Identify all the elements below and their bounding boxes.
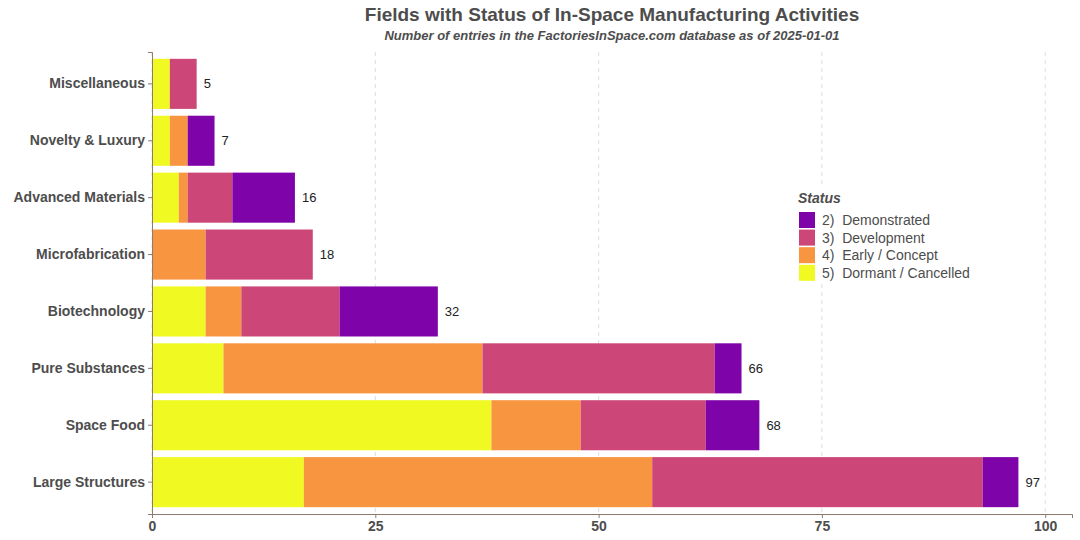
y-axis-line xyxy=(148,53,153,515)
y-tick-mark xyxy=(148,83,152,84)
bar-segment xyxy=(983,457,1019,507)
bar-segment xyxy=(491,400,580,450)
legend-label: 3) Development xyxy=(822,230,925,246)
bar-segment xyxy=(152,343,223,393)
title: Fields with Status of In-Space Manufactu… xyxy=(365,4,859,25)
x-tick: 75 xyxy=(815,514,831,534)
total-label: 66 xyxy=(749,361,763,376)
bar-segment xyxy=(188,173,233,223)
legend-label: 4) Early / Concept xyxy=(822,247,938,263)
y-tick-label: Advanced Materials xyxy=(14,189,146,205)
bar-segment xyxy=(206,230,313,280)
y-axis: Miscellaneous Novelty & Luxury Advanced Ma… xyxy=(14,53,153,515)
y-tick: Miscellaneous xyxy=(49,75,152,91)
bar-segment xyxy=(715,343,742,393)
x-tick-label: 0 xyxy=(149,518,157,534)
total-label: 97 xyxy=(1025,475,1039,490)
bar-segment xyxy=(152,286,206,336)
legend-label: 2) Demonstrated xyxy=(822,212,930,228)
legend-swatch xyxy=(799,230,815,246)
x-tick-label: 75 xyxy=(815,518,831,534)
x-tick-label: 100 xyxy=(1034,518,1058,534)
legend-swatch xyxy=(799,247,815,263)
legend-swatch xyxy=(799,212,815,228)
legend-background xyxy=(794,186,986,284)
x-tick: 100 xyxy=(1034,514,1058,534)
y-tick: Pure Substances xyxy=(31,360,152,376)
y-tick: Space Food xyxy=(66,417,152,433)
bar-segment xyxy=(482,343,714,393)
x-axis: 0 25 50 75 100 xyxy=(149,514,1073,534)
bar-segment xyxy=(206,286,242,336)
total-label: 18 xyxy=(320,247,334,262)
bar-segment xyxy=(152,400,491,450)
y-tick-mark xyxy=(148,197,152,198)
bar-segment xyxy=(232,173,295,223)
y-tick-label: Microfabrication xyxy=(36,246,145,262)
x-tick: 0 xyxy=(149,514,157,534)
total-label: 68 xyxy=(766,418,780,433)
bar-segment xyxy=(152,59,170,109)
y-tick: Advanced Materials xyxy=(14,189,153,205)
y-tick-label: Large Structures xyxy=(33,474,145,490)
bar-segment xyxy=(179,173,188,223)
x-tick: 25 xyxy=(368,514,384,534)
bar-segment xyxy=(223,343,482,393)
legend-title: Status xyxy=(798,190,841,206)
grid-line xyxy=(1045,52,1046,514)
y-tick-mark xyxy=(148,425,152,426)
y-tick-mark xyxy=(148,482,152,483)
bars xyxy=(152,59,1018,507)
total-label: 32 xyxy=(445,304,459,319)
bar-segment xyxy=(152,230,206,280)
bar-segment xyxy=(241,286,339,336)
total-label: 7 xyxy=(222,133,229,148)
bar-segment xyxy=(152,457,304,507)
x-tick-label: 50 xyxy=(591,518,607,534)
total-label: 16 xyxy=(302,190,316,205)
legend: Status 2) Demonstrated 3) Development4) Ea… xyxy=(794,186,986,284)
subtitle: Number of entries in the FactoriesInSpac… xyxy=(384,28,839,43)
bar-segment xyxy=(312,230,313,280)
bar-segment xyxy=(706,400,760,450)
bar-segment xyxy=(304,457,652,507)
y-tick-mark xyxy=(148,368,152,369)
x-axis-line xyxy=(153,515,1073,519)
y-tick-mark xyxy=(148,140,152,141)
y-tick: Novelty & Luxury xyxy=(30,132,152,148)
y-tick-mark xyxy=(148,254,152,255)
total-label: 5 xyxy=(204,76,211,91)
y-tick: Microfabrication xyxy=(36,246,152,262)
bar-segment xyxy=(152,116,170,166)
bar-segment xyxy=(196,59,197,109)
y-tick-label: Biotechnology xyxy=(48,303,145,319)
bar-segment xyxy=(581,400,706,450)
bar-segment xyxy=(170,59,197,109)
bar-segment xyxy=(170,116,188,166)
x-tick: 50 xyxy=(591,514,607,534)
grid xyxy=(152,52,1045,514)
legend-label: 5) Dormant / Cancelled xyxy=(822,265,970,281)
y-tick-label: Space Food xyxy=(66,417,145,433)
chart: Fields with Status of In-Space Manufactu… xyxy=(0,0,1080,540)
legend-swatch xyxy=(799,265,815,281)
y-tick-label: Novelty & Luxury xyxy=(30,132,145,148)
y-tick-label: Miscellaneous xyxy=(49,75,145,91)
y-tick: Large Structures xyxy=(33,474,152,490)
y-tick: Biotechnology xyxy=(48,303,152,319)
bar-segment xyxy=(152,173,179,223)
bar-segment xyxy=(340,286,438,336)
x-tick-label: 25 xyxy=(368,518,384,534)
bar-segment xyxy=(188,116,215,166)
y-tick-mark xyxy=(148,311,152,312)
bar-segment xyxy=(652,457,982,507)
y-tick-label: Pure Substances xyxy=(31,360,145,376)
